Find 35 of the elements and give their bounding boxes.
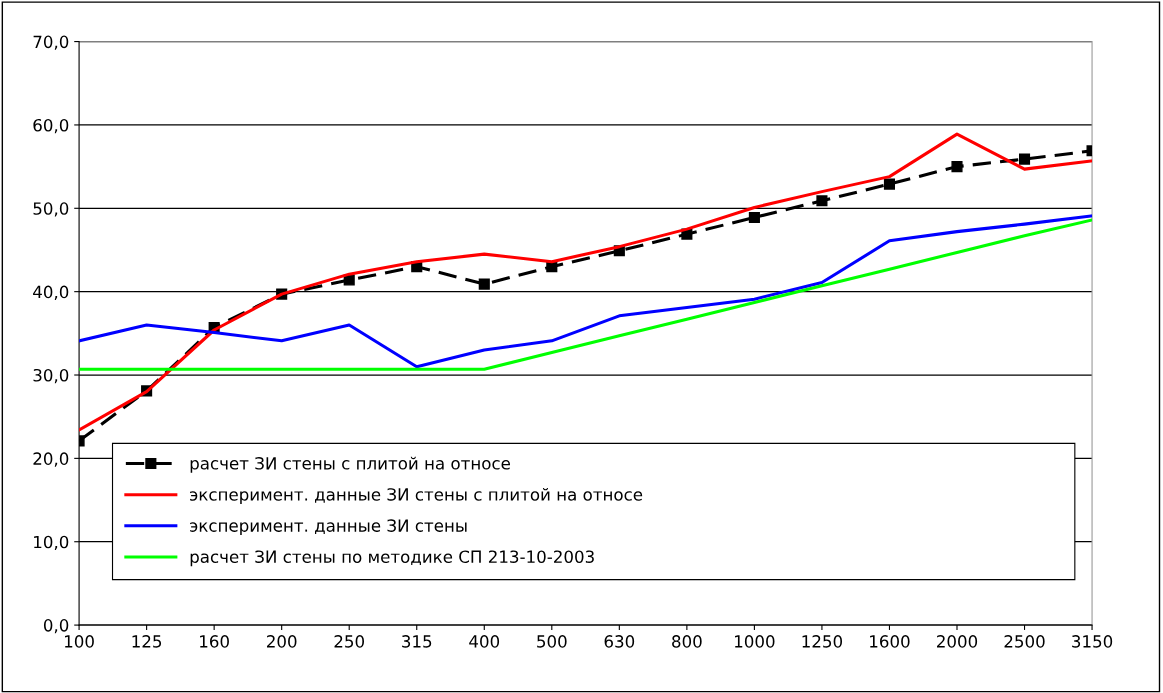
y-tick-label: 70,0: [33, 35, 69, 50]
point: [748, 211, 760, 224]
legend-label: расчет ЗИ стены по методике СП 213-10-2003: [190, 550, 594, 567]
x-tick-label: 315: [402, 635, 432, 648]
legend-label: расчет ЗИ стены с плитой на относе: [190, 456, 510, 473]
x-tick-label: 250: [334, 635, 365, 648]
legend-label: эксперимент. данные ЗИ стены с плитой на относе: [190, 487, 643, 504]
y-tick-label: 50,0: [33, 202, 69, 217]
x-tick-label: 1000: [735, 635, 775, 648]
x-tick-label: 160: [200, 635, 229, 648]
point: [1018, 153, 1031, 165]
point: [883, 178, 896, 190]
y-tick-label: 0,0: [43, 619, 69, 634]
legend-label: эксперимент. данные ЗИ стены: [190, 519, 467, 536]
x-tick-label: 2000: [937, 635, 978, 648]
point: [343, 274, 355, 286]
x-tick-label: 2500: [1004, 635, 1045, 648]
y-tick-label: 30,0: [33, 368, 69, 384]
x-tick-label: 125: [132, 635, 162, 648]
x-tick-label: 400: [469, 635, 500, 648]
y-tick-label: 10,0: [34, 535, 69, 550]
x-tick-label: 800: [672, 635, 702, 648]
y-tick-label: 60,0: [33, 118, 69, 134]
x-tick-label: 500: [537, 635, 567, 648]
point: [478, 278, 490, 290]
x-tick-label: 1600: [870, 635, 910, 648]
y-tick-label: 20,0: [33, 452, 69, 467]
x-tick-label: 100: [65, 635, 94, 648]
x-tick-label: 630: [604, 635, 635, 648]
point: [951, 161, 963, 173]
x-tick-label: 3150: [1072, 635, 1113, 648]
point: [816, 195, 828, 207]
x-tick-label: 200: [266, 635, 297, 648]
y-tick-label: 40,0: [33, 285, 69, 300]
x-tick-label: 1250: [802, 635, 843, 648]
